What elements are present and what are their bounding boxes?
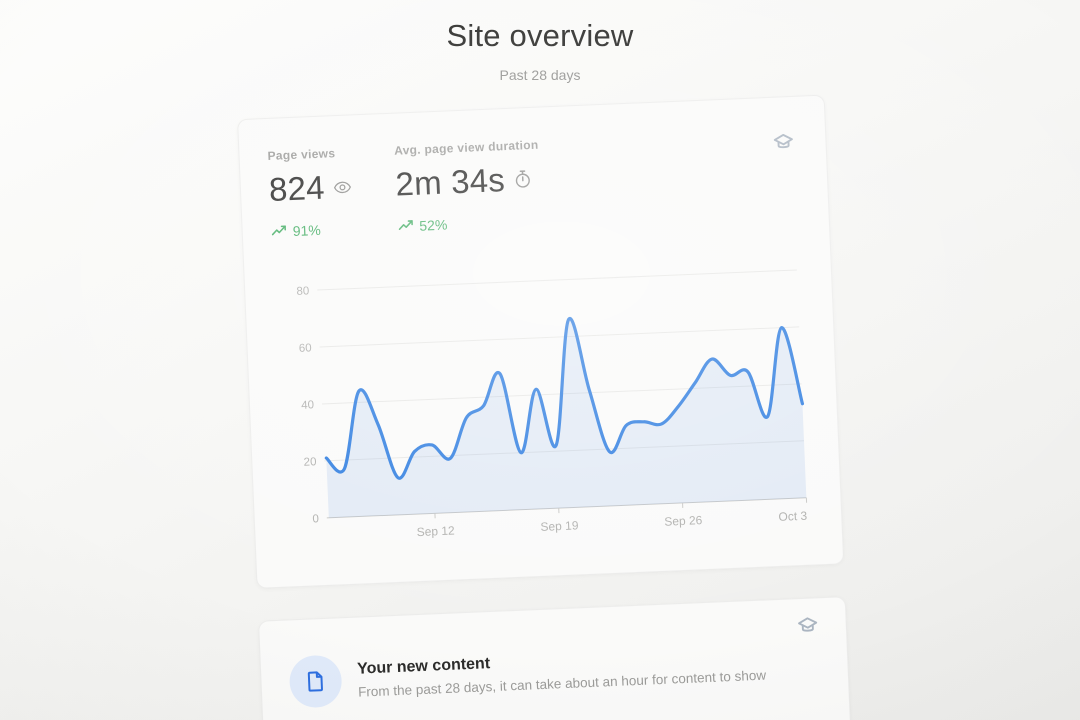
stat-avg-duration[interactable]: Avg. page view duration 2m 34s — [394, 138, 542, 235]
svg-text:Sep 19: Sep 19 — [540, 518, 579, 534]
timer-icon — [512, 169, 533, 190]
svg-text:60: 60 — [299, 342, 312, 355]
date-range-label: Past 28 days — [499, 67, 581, 83]
svg-text:80: 80 — [296, 285, 309, 298]
page-header: Site overview Past 28 days — [0, 18, 1080, 83]
graduation-cap-icon[interactable] — [771, 131, 796, 156]
new-content-text: Your new content From the past 28 days, … — [357, 643, 767, 700]
avatar — [288, 654, 343, 709]
new-content-row[interactable]: Your new content From the past 28 days, … — [288, 634, 821, 709]
page-title: Site overview — [446, 18, 634, 53]
svg-text:Oct 3: Oct 3 — [778, 509, 808, 524]
svg-text:0: 0 — [312, 513, 319, 525]
stat-label: Page views — [267, 146, 336, 164]
new-content-card: Your new content From the past 28 days, … — [258, 596, 852, 720]
pageviews-chart[interactable]: 0 20 40 60 80 Sep 12 Sep 19 Sep 26 Oct 3 — [272, 248, 816, 560]
stat-label: Avg. page view duration — [393, 137, 539, 158]
page-views-delta: 91% — [292, 221, 322, 239]
document-icon — [303, 669, 328, 694]
page-views-value: 824 — [268, 168, 326, 208]
stat-page-views[interactable]: Page views 824 — [267, 146, 353, 240]
stats-row: Page views 824 — [267, 127, 800, 240]
chart-area: 0 20 40 60 80 Sep 12 Sep 19 Sep 26 Oct 3 — [272, 248, 814, 560]
svg-text:Sep 26: Sep 26 — [664, 513, 703, 529]
avg-duration-delta: 52% — [418, 216, 448, 234]
eye-icon — [332, 177, 352, 197]
site-overview-card: Page views 824 — [237, 94, 845, 589]
trending-up-icon — [270, 222, 288, 240]
cards-container: Page views 824 — [237, 94, 852, 720]
svg-text:20: 20 — [303, 456, 316, 469]
svg-text:40: 40 — [301, 399, 314, 412]
trending-up-icon — [397, 217, 415, 235]
avg-duration-value: 2m 34s — [394, 161, 506, 203]
graduation-cap-icon[interactable] — [795, 614, 820, 639]
svg-text:Sep 12: Sep 12 — [416, 523, 455, 539]
